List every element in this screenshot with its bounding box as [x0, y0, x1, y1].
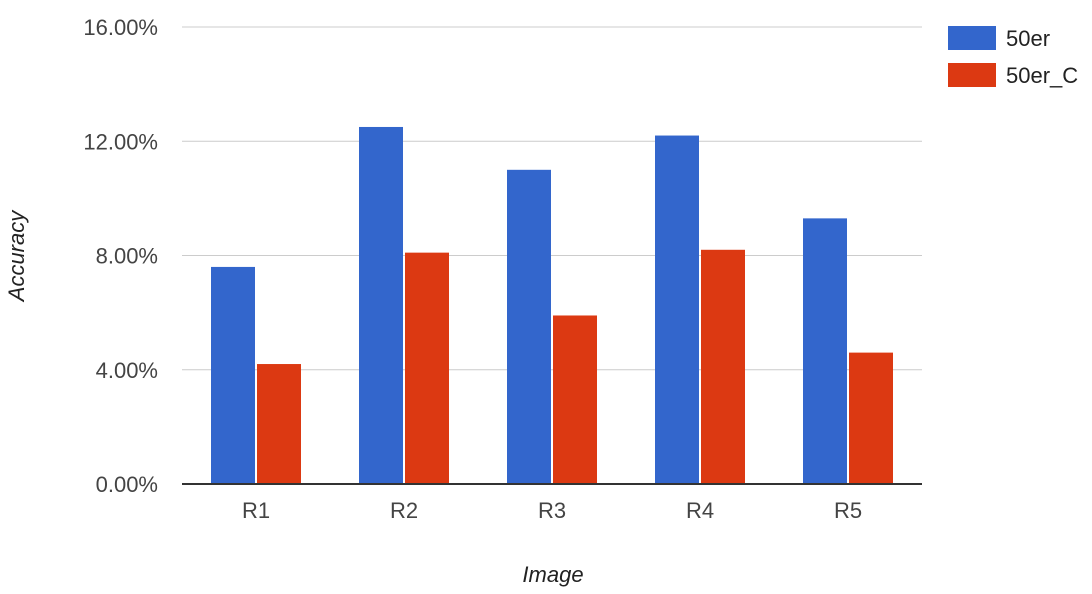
- bar-50er-r2: [359, 126, 403, 484]
- x-tick-label: R3: [538, 498, 566, 523]
- gridlines: [182, 26, 922, 371]
- x-tick-label: R5: [834, 498, 862, 523]
- x-tick-label: R1: [242, 498, 270, 523]
- y-tick-label: 8.00%: [96, 244, 158, 269]
- bar-50er-c-r3: [553, 315, 597, 484]
- legend-swatch: [948, 26, 996, 50]
- bar-50er-c-r1: [257, 364, 301, 484]
- bar-50er-r3: [507, 169, 551, 484]
- legend-swatch: [948, 63, 996, 87]
- x-axis-ticks: R1 R2 R3 R4 R5: [242, 498, 862, 523]
- legend-label: 50er: [1006, 26, 1050, 51]
- x-tick-label: R2: [390, 498, 418, 523]
- bar-50er-r5: [803, 218, 847, 484]
- bar-50er-c-r4: [701, 249, 745, 484]
- x-axis-title: Image: [522, 562, 583, 587]
- y-tick-label: 12.00%: [83, 129, 158, 154]
- y-axis-ticks: 0.00% 4.00% 8.00% 12.00% 16.00%: [83, 15, 158, 497]
- x-tick-label: R4: [686, 498, 714, 523]
- legend-label: 50er_C: [1006, 63, 1078, 88]
- bar-50er-c-r2: [405, 252, 449, 484]
- y-tick-label: 0.00%: [96, 472, 158, 497]
- legend: 50er 50er_C: [948, 26, 1078, 88]
- bar-50er-c-r5: [849, 352, 893, 484]
- y-tick-label: 16.00%: [83, 15, 158, 40]
- y-tick-label: 4.00%: [96, 358, 158, 383]
- bar-50er-r4: [655, 135, 699, 484]
- bar-50er-r1: [211, 266, 255, 484]
- y-axis-title: Accuracy: [4, 209, 29, 303]
- bars: [211, 126, 893, 484]
